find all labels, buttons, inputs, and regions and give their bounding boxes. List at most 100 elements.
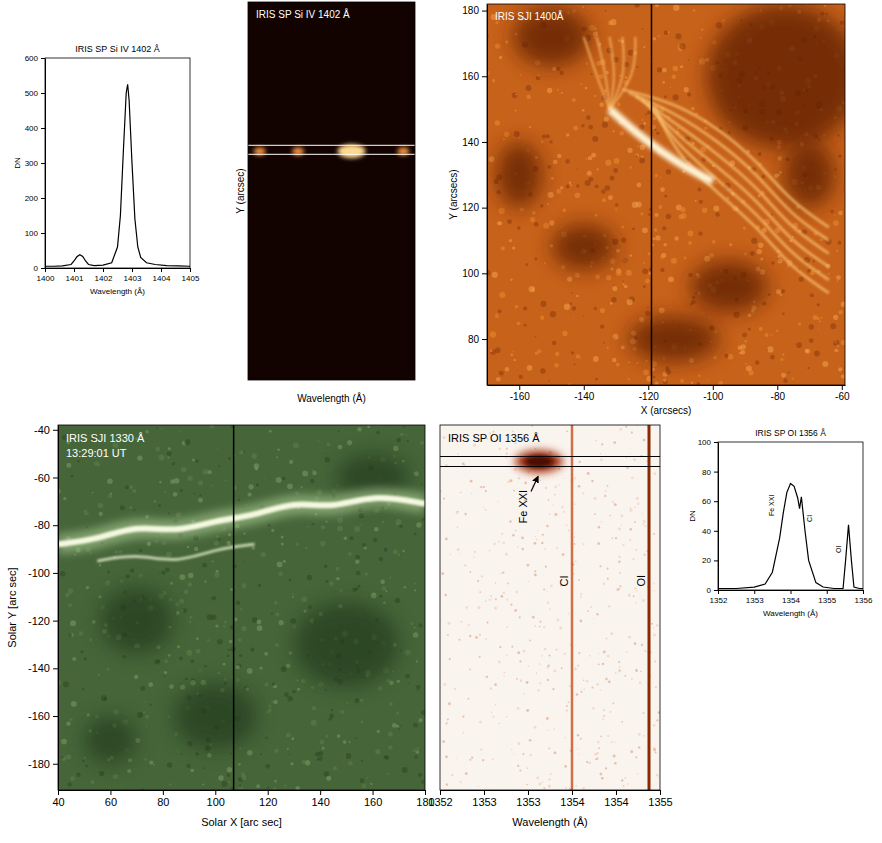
texture xyxy=(565,787,567,789)
texture xyxy=(599,102,604,107)
texture xyxy=(653,117,657,121)
texture xyxy=(684,87,689,92)
tick: 1402 xyxy=(95,268,113,283)
texture xyxy=(364,546,367,549)
texture xyxy=(524,324,527,327)
texture xyxy=(130,568,134,572)
texture xyxy=(402,767,408,773)
texture xyxy=(89,638,92,641)
texture xyxy=(636,66,638,68)
texture xyxy=(746,242,747,243)
texture xyxy=(289,651,292,654)
texture xyxy=(577,748,579,750)
texture xyxy=(532,211,536,215)
texture xyxy=(413,632,418,637)
texture xyxy=(709,253,714,258)
texture xyxy=(566,133,569,136)
texture xyxy=(549,220,554,225)
texture xyxy=(540,479,541,480)
texture xyxy=(539,626,541,628)
texture xyxy=(543,223,549,229)
tick: 100 xyxy=(25,229,45,238)
texture xyxy=(181,753,183,755)
title: IRIS SP Si IV 1402 Å xyxy=(256,8,350,20)
texture xyxy=(616,270,622,276)
texture xyxy=(407,440,409,442)
texture xyxy=(554,493,556,495)
texture xyxy=(662,68,667,73)
axis-xticks: 406080100120140160180 xyxy=(52,790,434,808)
texture xyxy=(469,571,471,573)
texture xyxy=(92,620,96,624)
texture xyxy=(643,285,646,288)
texture xyxy=(680,207,685,212)
texture xyxy=(137,455,142,460)
texture xyxy=(243,561,244,562)
texture xyxy=(448,622,451,625)
texture xyxy=(645,360,648,363)
texture xyxy=(610,302,613,305)
texture xyxy=(329,714,334,719)
texture xyxy=(556,67,560,71)
texture xyxy=(442,740,445,743)
texture xyxy=(530,754,532,756)
texture xyxy=(526,784,528,786)
texture xyxy=(499,448,502,451)
tick-mark xyxy=(53,525,58,526)
texture xyxy=(214,541,219,546)
dark-region xyxy=(173,683,257,750)
texture xyxy=(320,740,325,745)
texture xyxy=(529,286,535,292)
texture xyxy=(569,182,571,184)
texture xyxy=(510,479,513,482)
texture xyxy=(382,521,385,524)
texture xyxy=(777,258,782,263)
texture xyxy=(479,656,481,658)
bright-row xyxy=(248,149,415,154)
texture xyxy=(278,572,282,576)
texture xyxy=(737,205,738,206)
texture xyxy=(608,605,610,607)
tick-mark xyxy=(268,790,269,795)
texture xyxy=(600,521,602,523)
texture xyxy=(687,93,691,97)
texture xyxy=(339,589,343,593)
image-frame xyxy=(487,4,845,385)
texture xyxy=(164,659,168,663)
texture xyxy=(824,240,825,241)
texture xyxy=(283,560,286,563)
texture xyxy=(604,495,606,497)
texture xyxy=(182,608,187,613)
texture xyxy=(498,661,501,664)
texture xyxy=(385,755,390,760)
texture xyxy=(284,785,286,787)
texture xyxy=(503,592,505,594)
texture xyxy=(619,131,624,136)
texture xyxy=(465,772,468,775)
texture xyxy=(645,311,650,316)
texture xyxy=(224,678,227,681)
texture xyxy=(635,669,638,672)
texture xyxy=(513,490,515,492)
texture xyxy=(564,765,567,768)
texture xyxy=(265,764,270,769)
texture xyxy=(222,781,228,787)
texture xyxy=(690,303,693,306)
texture xyxy=(462,462,465,465)
texture xyxy=(814,351,820,357)
texture xyxy=(602,198,606,202)
image-area xyxy=(58,425,425,790)
y-axis-title: Solar Y [arc sec] xyxy=(6,567,18,647)
dark-region xyxy=(706,4,845,149)
texture xyxy=(634,521,636,523)
texture xyxy=(418,773,422,777)
texture xyxy=(506,599,508,601)
texture xyxy=(238,638,242,642)
texture xyxy=(495,313,500,318)
tick-mark xyxy=(58,790,59,795)
texture xyxy=(575,272,580,277)
texture xyxy=(618,556,621,559)
tick-label: 400 xyxy=(25,124,39,133)
texture xyxy=(838,211,842,215)
texture xyxy=(227,541,231,545)
